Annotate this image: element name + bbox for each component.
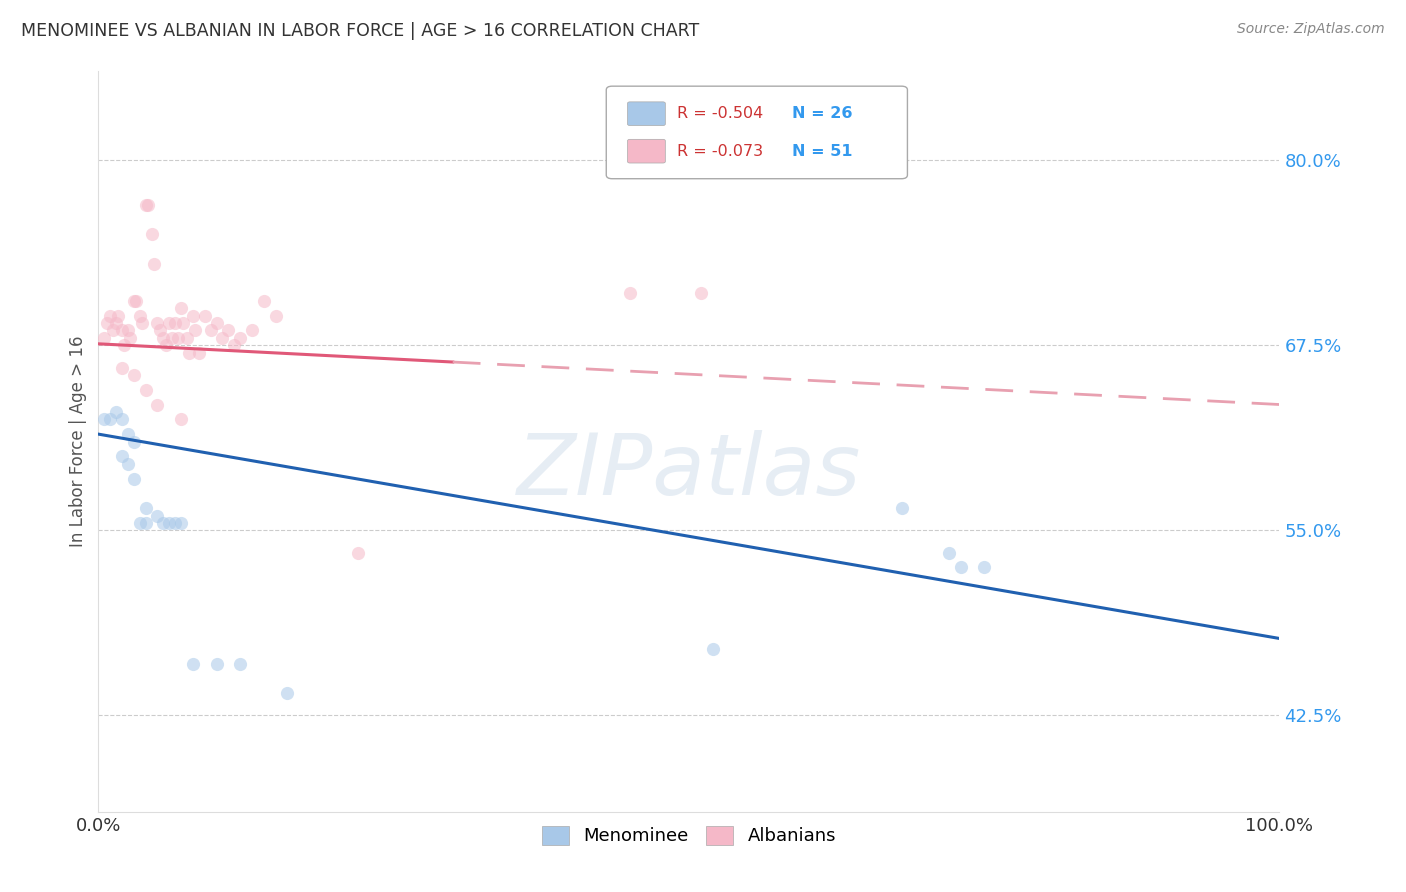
FancyBboxPatch shape	[627, 102, 665, 126]
Point	[240, 324, 263, 338]
Point	[217, 324, 239, 338]
Point	[224, 338, 246, 352]
Point	[205, 316, 228, 330]
Point	[229, 657, 252, 671]
Point	[135, 383, 157, 397]
Point	[170, 301, 193, 316]
Point	[187, 345, 209, 359]
Text: Source: ZipAtlas.com: Source: ZipAtlas.com	[1237, 22, 1385, 37]
Point	[105, 405, 128, 419]
Point	[105, 316, 128, 330]
Point	[152, 516, 174, 530]
Point	[949, 560, 972, 574]
Point	[111, 412, 134, 426]
Point	[98, 309, 121, 323]
Point	[276, 686, 298, 700]
Point	[619, 286, 641, 301]
Point	[98, 412, 121, 426]
Point	[184, 324, 207, 338]
Text: N = 26: N = 26	[792, 106, 852, 121]
Point	[135, 197, 157, 211]
Point	[111, 360, 134, 375]
Text: ZIPatlas: ZIPatlas	[517, 430, 860, 513]
Point	[122, 368, 145, 382]
FancyBboxPatch shape	[627, 139, 665, 163]
Point	[938, 546, 960, 560]
Point	[141, 227, 163, 242]
Y-axis label: In Labor Force | Age > 16: In Labor Force | Age > 16	[69, 335, 87, 548]
Point	[146, 316, 169, 330]
Text: R = -0.504: R = -0.504	[678, 106, 763, 121]
Point	[136, 197, 159, 211]
Point	[112, 338, 135, 352]
Point	[264, 309, 287, 323]
Point	[122, 293, 145, 308]
Point	[253, 293, 276, 308]
Point	[689, 286, 711, 301]
Point	[179, 345, 201, 359]
Point	[347, 546, 370, 560]
Point	[117, 427, 139, 442]
Point	[176, 331, 198, 345]
Point	[166, 331, 188, 345]
Text: R = -0.073: R = -0.073	[678, 144, 763, 159]
Point	[101, 324, 124, 338]
Point	[111, 450, 134, 464]
Point	[117, 324, 139, 338]
Point	[165, 316, 187, 330]
Point	[229, 331, 252, 345]
Text: N = 51: N = 51	[792, 144, 852, 159]
Point	[128, 516, 150, 530]
Point	[181, 657, 204, 671]
Point	[149, 324, 172, 338]
Point	[165, 516, 187, 530]
Point	[702, 641, 724, 656]
Point	[120, 331, 142, 345]
Point	[155, 338, 177, 352]
Point	[200, 324, 222, 338]
Point	[135, 501, 157, 516]
FancyBboxPatch shape	[606, 87, 907, 178]
Text: MENOMINEE VS ALBANIAN IN LABOR FORCE | AGE > 16 CORRELATION CHART: MENOMINEE VS ALBANIAN IN LABOR FORCE | A…	[21, 22, 699, 40]
Point	[890, 501, 912, 516]
Point	[117, 457, 139, 471]
Point	[211, 331, 233, 345]
Point	[157, 316, 180, 330]
Point	[194, 309, 217, 323]
Point	[170, 412, 193, 426]
Point	[93, 412, 115, 426]
Point	[205, 657, 228, 671]
Point	[172, 316, 194, 330]
Point	[170, 516, 193, 530]
Point	[142, 257, 165, 271]
Point	[135, 516, 157, 530]
Point	[122, 434, 145, 449]
Point	[125, 293, 148, 308]
Point	[181, 309, 204, 323]
Point	[973, 560, 995, 574]
Legend: Menominee, Albanians: Menominee, Albanians	[533, 817, 845, 855]
Point	[111, 324, 134, 338]
Point	[131, 316, 153, 330]
Point	[122, 472, 145, 486]
Point	[160, 331, 183, 345]
Point	[93, 331, 115, 345]
Point	[107, 309, 129, 323]
Point	[128, 309, 150, 323]
Point	[146, 508, 169, 523]
Point	[146, 398, 169, 412]
Point	[96, 316, 118, 330]
Point	[157, 516, 180, 530]
Point	[152, 331, 174, 345]
